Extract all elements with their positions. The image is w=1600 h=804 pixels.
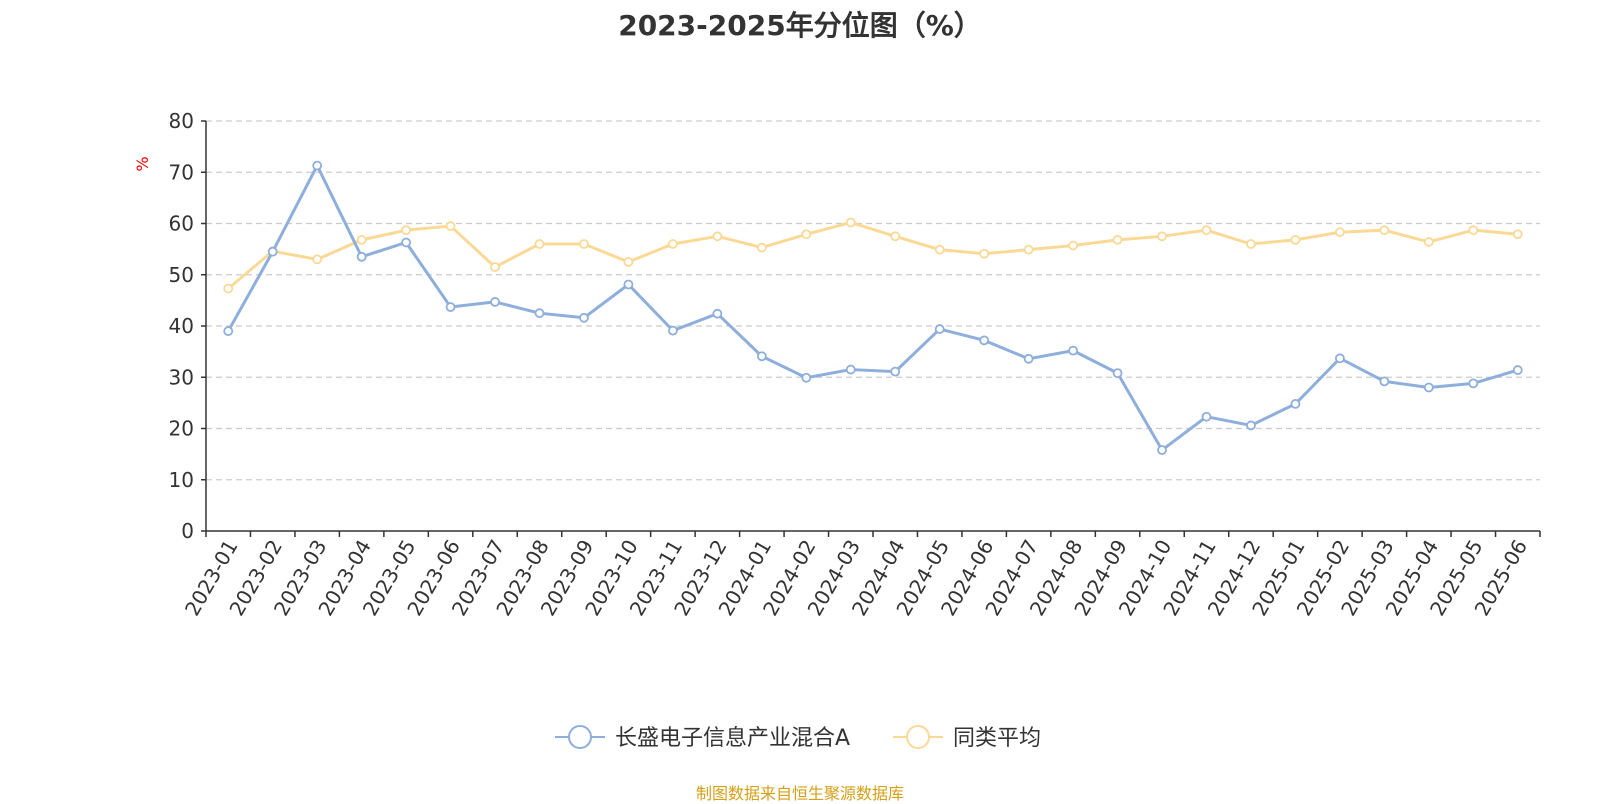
data-point-1 bbox=[934, 244, 945, 255]
legend-marker-0 bbox=[568, 725, 592, 749]
data-point-1 bbox=[845, 217, 856, 228]
data-point-0 bbox=[668, 325, 678, 336]
data-point-1 bbox=[1290, 234, 1301, 245]
data-point-0 bbox=[401, 237, 412, 248]
data-point-1 bbox=[579, 239, 589, 249]
data-point-0 bbox=[801, 372, 812, 383]
data-point-0 bbox=[1201, 411, 1212, 422]
data-point-1 bbox=[979, 248, 990, 259]
y-tick-label: 80 bbox=[169, 109, 194, 133]
data-point-0 bbox=[267, 246, 278, 257]
y-axis-label: % bbox=[133, 156, 152, 171]
legend-label: 长盛电子信息产业混合A bbox=[615, 726, 850, 751]
data-point-0 bbox=[1023, 353, 1034, 364]
data-point-1 bbox=[356, 234, 367, 245]
data-point-1 bbox=[401, 225, 412, 236]
data-point-1 bbox=[668, 239, 678, 249]
data-point-0 bbox=[712, 308, 723, 319]
y-tick-label: 60 bbox=[169, 212, 194, 236]
data-point-1 bbox=[623, 257, 634, 267]
data-point-0 bbox=[979, 335, 990, 346]
data-point-1 bbox=[756, 242, 767, 253]
data-point-0 bbox=[1068, 345, 1078, 356]
data-point-0 bbox=[845, 364, 856, 375]
data-point-0 bbox=[534, 308, 545, 319]
y-tick-label: 30 bbox=[169, 365, 194, 389]
data-point-1 bbox=[445, 221, 456, 231]
data-point-1 bbox=[1512, 229, 1523, 240]
data-point-0 bbox=[1246, 420, 1256, 431]
data-point-0 bbox=[356, 251, 367, 262]
data-point-0 bbox=[1290, 398, 1301, 409]
data-point-0 bbox=[579, 312, 589, 323]
data-point-1 bbox=[1023, 244, 1034, 255]
data-point-1 bbox=[1068, 240, 1078, 251]
data-point-1 bbox=[534, 239, 545, 249]
data-point-0 bbox=[623, 279, 634, 290]
data-source-note: 制图数据来自恒生聚源数据库 bbox=[695, 784, 904, 803]
series-line-1 bbox=[227, 220, 1518, 290]
data-point-0 bbox=[1335, 353, 1345, 364]
y-tick-label: 0 bbox=[181, 519, 194, 543]
data-point-0 bbox=[890, 366, 901, 377]
y-tick-label: 20 bbox=[169, 417, 194, 441]
data-point-0 bbox=[1379, 376, 1390, 387]
data-point-1 bbox=[712, 231, 723, 242]
legend-label: 同类平均 bbox=[953, 726, 1041, 751]
data-point-0 bbox=[490, 297, 500, 307]
data-point-1 bbox=[223, 283, 234, 294]
y-tick-label: 40 bbox=[169, 314, 194, 338]
chart-title: 2023-2025年分位图（%） bbox=[618, 9, 982, 42]
legend-marker-1 bbox=[906, 725, 930, 749]
data-point-0 bbox=[1423, 382, 1434, 393]
data-point-0 bbox=[756, 351, 767, 362]
data-point-1 bbox=[312, 254, 323, 265]
data-point-1 bbox=[1468, 225, 1479, 236]
data-point-1 bbox=[890, 231, 901, 242]
data-point-1 bbox=[801, 229, 812, 240]
data-point-0 bbox=[1512, 365, 1523, 375]
data-point-1 bbox=[1201, 225, 1212, 236]
y-tick-label: 50 bbox=[169, 263, 194, 287]
data-point-1 bbox=[1423, 237, 1434, 247]
data-point-1 bbox=[1246, 239, 1256, 249]
y-tick-label: 10 bbox=[169, 468, 194, 492]
data-point-0 bbox=[934, 324, 945, 334]
data-point-0 bbox=[1468, 378, 1479, 389]
data-point-0 bbox=[223, 326, 234, 337]
data-point-1 bbox=[1112, 234, 1123, 245]
series-line-0 bbox=[226, 164, 1519, 452]
data-point-0 bbox=[1157, 445, 1167, 455]
data-point-1 bbox=[1157, 231, 1167, 242]
data-point-1 bbox=[1335, 227, 1345, 238]
data-point-0 bbox=[312, 160, 323, 171]
y-tick-label: 70 bbox=[169, 160, 194, 184]
data-point-0 bbox=[445, 302, 456, 312]
data-point-0 bbox=[1112, 368, 1123, 379]
data-point-1 bbox=[1379, 225, 1390, 236]
data-point-1 bbox=[490, 262, 500, 272]
